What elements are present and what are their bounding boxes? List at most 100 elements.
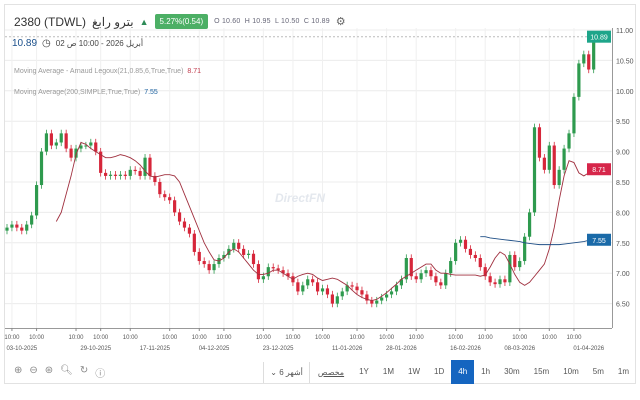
candle-body bbox=[30, 215, 34, 225]
candle-body bbox=[473, 254, 477, 258]
candle-body bbox=[153, 175, 157, 182]
info-icon[interactable]: ⓘ bbox=[95, 368, 106, 380]
candle-body bbox=[483, 267, 487, 277]
zoom-area-icon[interactable]: ⊛ bbox=[44, 364, 54, 376]
x-date-label: 23-12-2025 bbox=[263, 346, 294, 352]
candle-body bbox=[133, 169, 137, 172]
candle-body bbox=[84, 145, 88, 147]
candle-body bbox=[89, 142, 93, 146]
x-time-label: 10:00 bbox=[409, 335, 425, 341]
x-time-label: 10:00 bbox=[29, 335, 45, 341]
candle-body bbox=[577, 63, 581, 97]
candle-body bbox=[508, 254, 512, 283]
x-axis-line bbox=[5, 328, 612, 329]
y-tick-label: 10.00 bbox=[616, 89, 634, 96]
high-label: H bbox=[244, 18, 251, 25]
zoom-controls: ⊕ ⊖ ⊛ 🔍︎ ↻ ⓘ bbox=[14, 365, 105, 380]
candle-body bbox=[34, 185, 39, 216]
period-tab-4h[interactable]: 4h bbox=[451, 360, 475, 384]
symbol-name: بترو رابغ bbox=[92, 14, 134, 29]
candle-body bbox=[513, 254, 517, 268]
candle-body bbox=[340, 291, 344, 297]
period-tab-1D[interactable]: 1D bbox=[434, 367, 445, 376]
period-tab-10m[interactable]: 10m bbox=[563, 367, 579, 376]
candle-body bbox=[49, 133, 53, 146]
candle-body bbox=[25, 224, 29, 231]
zoom-out-icon[interactable]: ⊖ bbox=[29, 364, 38, 376]
x-time-label: 10:00 bbox=[350, 335, 366, 341]
y-tick-label: 7.00 bbox=[616, 271, 630, 278]
candle-body bbox=[271, 267, 275, 269]
candle-body bbox=[424, 270, 428, 274]
x-time-label: 10:00 bbox=[566, 335, 582, 341]
last-price-row: 10.89 ◷ أبريل 2026 - 10:00 ص 02 bbox=[12, 38, 143, 49]
candle-body bbox=[158, 182, 162, 195]
indicator-value: 7.55 bbox=[144, 89, 158, 96]
range-dropdown[interactable]: ⌄ 6 أشهر bbox=[263, 361, 310, 383]
period-tab-30m[interactable]: 30m bbox=[504, 367, 520, 376]
candle-body bbox=[444, 273, 448, 286]
candle-body bbox=[537, 127, 542, 158]
candle-body bbox=[44, 133, 49, 152]
candle-body bbox=[69, 148, 73, 158]
custom-range-link[interactable]: مخصص bbox=[317, 367, 345, 377]
candle-body bbox=[128, 169, 132, 176]
x-time-label: 10:00 bbox=[4, 335, 20, 341]
candle-body bbox=[394, 285, 399, 292]
price-chart[interactable]: 11.00 10.50 10.00 9.50 9.00 8.50 8.00 7.50 7.00 6… bbox=[0, 0, 640, 360]
high-value: 10.95 bbox=[252, 18, 271, 25]
period-tab-1W[interactable]: 1W bbox=[408, 367, 421, 376]
candle-body bbox=[458, 239, 463, 243]
candle-body bbox=[449, 261, 453, 274]
sma-line bbox=[480, 236, 594, 246]
candle-body bbox=[108, 174, 113, 176]
candle-body bbox=[182, 221, 187, 228]
candle-body bbox=[276, 268, 280, 271]
candle-body bbox=[79, 145, 83, 149]
candle-body bbox=[468, 248, 473, 255]
candle-body bbox=[463, 239, 468, 249]
period-tab-1m[interactable]: 1m bbox=[617, 367, 629, 376]
indicator-label: Moving Average - Arnaud Legoux(21,0.85,6… bbox=[14, 68, 184, 75]
candle-body bbox=[192, 233, 196, 252]
gear-icon[interactable]: ⚙ bbox=[335, 16, 346, 28]
candle-body bbox=[311, 279, 315, 283]
candle-body bbox=[557, 169, 561, 186]
y-tick-label: 11.00 bbox=[616, 28, 633, 35]
candle-body bbox=[148, 157, 152, 176]
candle-body bbox=[360, 290, 364, 295]
y-tick-label: 10.50 bbox=[616, 58, 634, 65]
zoom-search-icon[interactable]: 🔍︎ bbox=[60, 364, 73, 376]
candle-body bbox=[419, 273, 423, 280]
alma-tag-bg bbox=[587, 163, 611, 176]
x-time-label: 10:00 bbox=[379, 335, 395, 341]
candle-body bbox=[222, 254, 226, 258]
x-time-label: 10:00 bbox=[93, 335, 109, 341]
period-tab-1h[interactable]: 1h bbox=[481, 367, 491, 376]
candle-body bbox=[74, 148, 78, 158]
candle-body bbox=[113, 174, 118, 176]
chart-panel bbox=[4, 4, 636, 384]
zoom-in-icon[interactable]: ⊕ bbox=[14, 364, 23, 376]
candle-body bbox=[527, 212, 532, 237]
period-tab-1Y[interactable]: 1Y bbox=[359, 367, 369, 376]
period-tab-5m[interactable]: 5m bbox=[592, 367, 604, 376]
candle-body bbox=[177, 212, 182, 222]
candle-body bbox=[197, 251, 201, 262]
candle-body bbox=[365, 294, 369, 301]
candle-body bbox=[64, 133, 68, 149]
symbol-code: 2380 (TDWL) bbox=[14, 14, 87, 29]
candle-body bbox=[261, 276, 265, 280]
sma-tag: 7.55 bbox=[592, 238, 606, 245]
period-tab-1M[interactable]: 1M bbox=[382, 367, 395, 376]
x-time-label: 10:00 bbox=[512, 335, 528, 341]
period-tab-15m[interactable]: 15m bbox=[533, 367, 550, 376]
candle-body bbox=[15, 224, 19, 228]
indicator-alma[interactable]: Moving Average - Arnaud Legoux(21,0.85,6… bbox=[14, 68, 201, 75]
symbol-header: 2380 (TDWL) بترو رابغ ▲ 5.27%(0.54) O 10… bbox=[14, 14, 346, 29]
candle-body bbox=[488, 276, 492, 283]
indicator-sma[interactable]: Moving Average(200,SIMPLE,True,True) 7.55 bbox=[14, 89, 158, 96]
candle-body bbox=[237, 242, 241, 249]
candle-body bbox=[567, 133, 571, 149]
reset-icon[interactable]: ↻ bbox=[79, 364, 89, 376]
